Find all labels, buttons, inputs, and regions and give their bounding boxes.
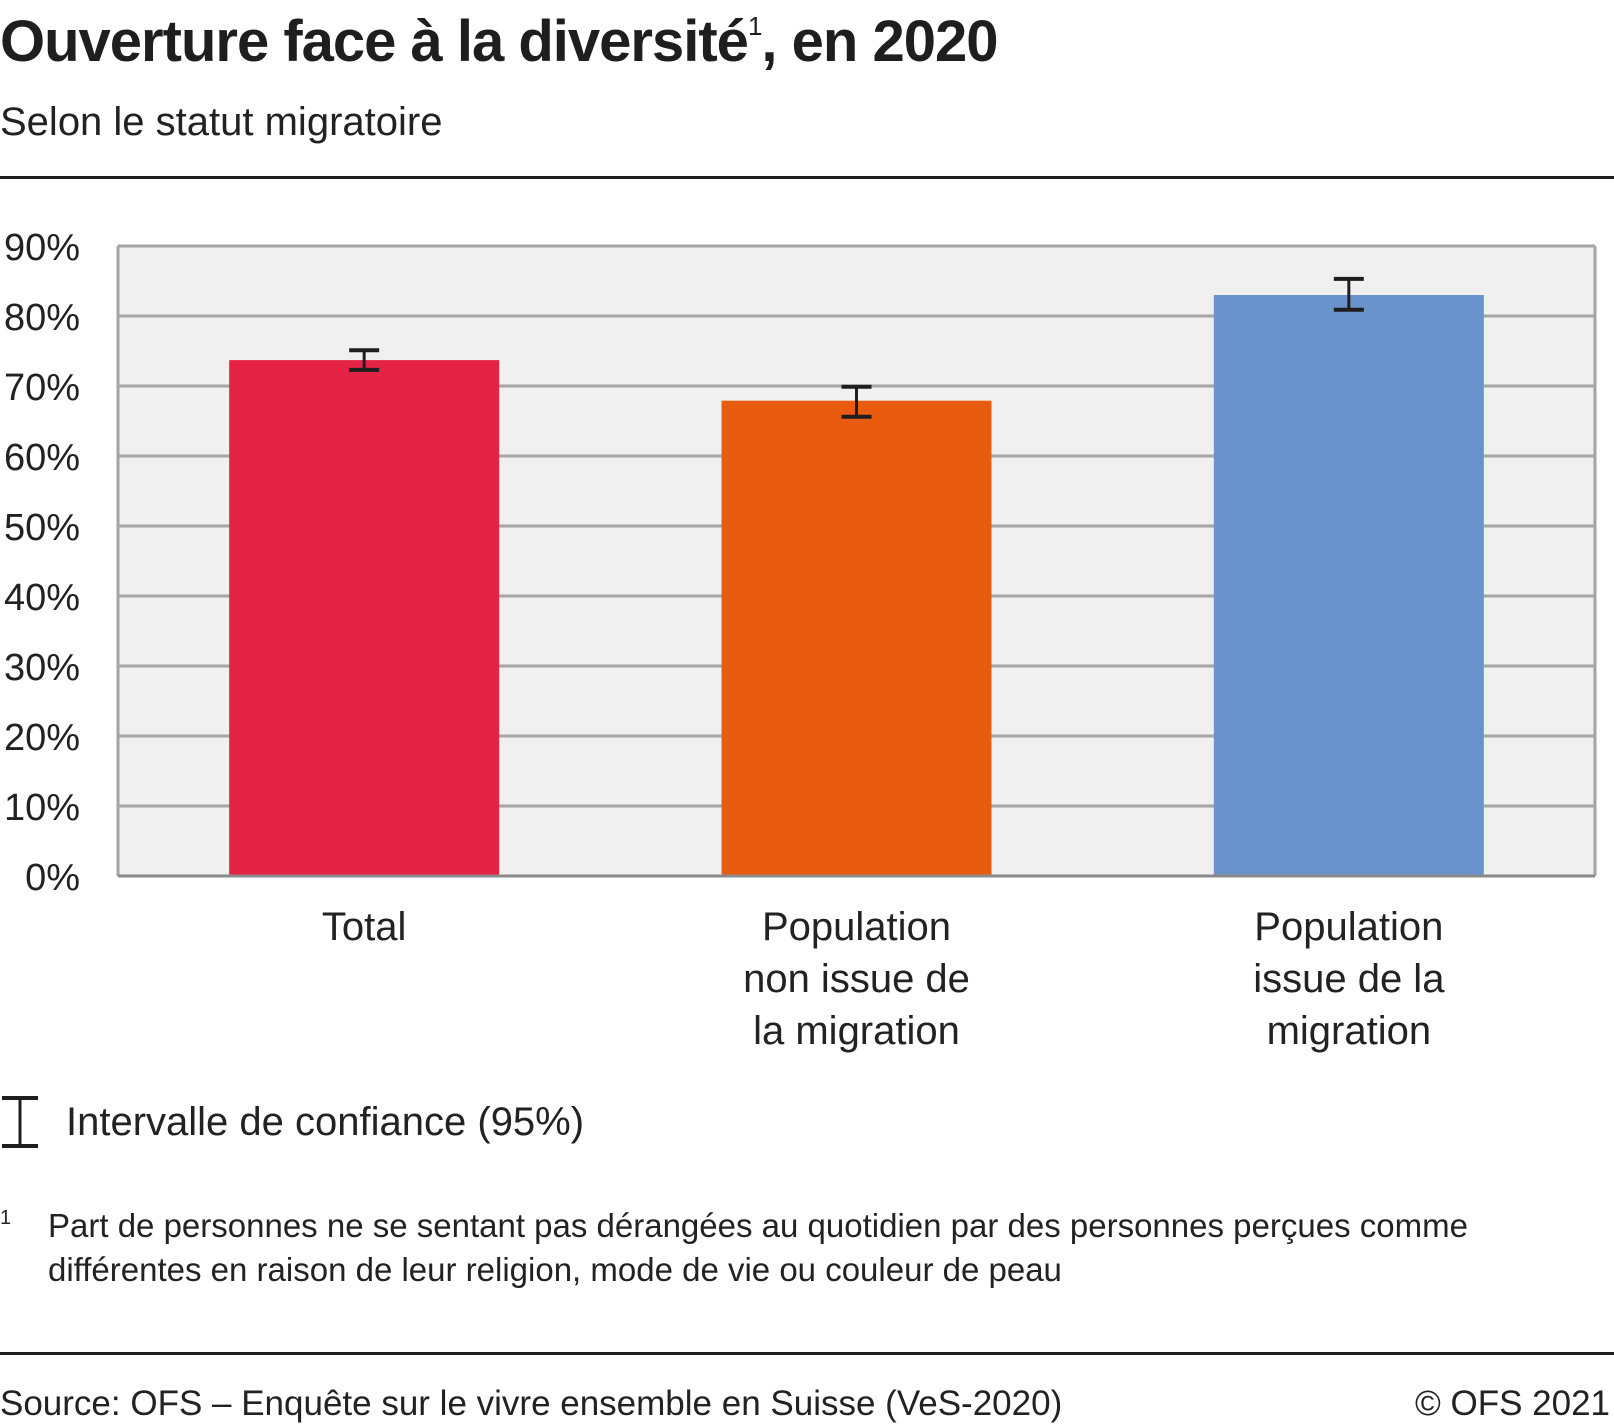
y-tick-label: 70% — [4, 367, 80, 409]
x-category-label-line: issue de la — [1253, 957, 1445, 1001]
x-category-label-line: migration — [1267, 1009, 1432, 1053]
y-tick-label: 40% — [4, 577, 80, 619]
y-tick-label: 60% — [4, 437, 80, 479]
top-divider — [0, 176, 1614, 179]
y-tick-label: 0% — [25, 857, 80, 899]
bar — [1213, 295, 1484, 876]
bar-chart: 0% 10% 20% 30% 40% 50% 60% 70% 80% 90% Total Popula… — [4, 227, 1597, 1053]
x-category-label-line: Population — [762, 905, 951, 949]
error-bar-legend-icon — [2, 1096, 38, 1148]
y-tick-label: 90% — [4, 227, 80, 269]
y-tick-label: 10% — [4, 787, 80, 829]
x-category-label-line: la migration — [753, 1009, 960, 1053]
y-tick-label: 50% — [4, 507, 80, 549]
source-note: Source: OFS – Enquête sur le vivre ensem… — [0, 1384, 1063, 1423]
x-category-label-line: Total — [322, 905, 407, 949]
legend-label: Intervalle de confiance (95%) — [66, 1099, 585, 1144]
bar — [721, 400, 992, 876]
chart-title-suffix: , en 2020 — [761, 9, 998, 74]
footnote-mark: 1 — [0, 1207, 12, 1229]
y-tick-label: 30% — [4, 647, 80, 689]
footnote-text: Part de personnes ne se sentant pas déra… — [48, 1207, 1468, 1288]
chart-title: Ouverture face à la diversité1, en 2020 — [0, 8, 998, 75]
x-category-label: Population non issue de la migration — [743, 905, 970, 1053]
bottom-divider — [0, 1352, 1614, 1355]
chart-title-text: Ouverture face à la diversité — [0, 9, 749, 74]
bar — [229, 360, 500, 877]
chart-subtitle: Selon le statut migratoire — [0, 100, 443, 144]
y-tick-label: 20% — [4, 717, 80, 759]
legend: Intervalle de confiance (95%) — [0, 1096, 584, 1148]
x-category-label: Population issue de la migration — [1253, 905, 1445, 1053]
copyright: © OFS 2021 — [1414, 1384, 1610, 1423]
x-category-label: Total — [322, 905, 407, 949]
x-category-label-line: non issue de — [743, 957, 970, 1001]
x-category-label-line: Population — [1254, 905, 1443, 949]
title-footnote-mark: 1 — [747, 11, 763, 41]
y-tick-label: 80% — [4, 297, 80, 339]
